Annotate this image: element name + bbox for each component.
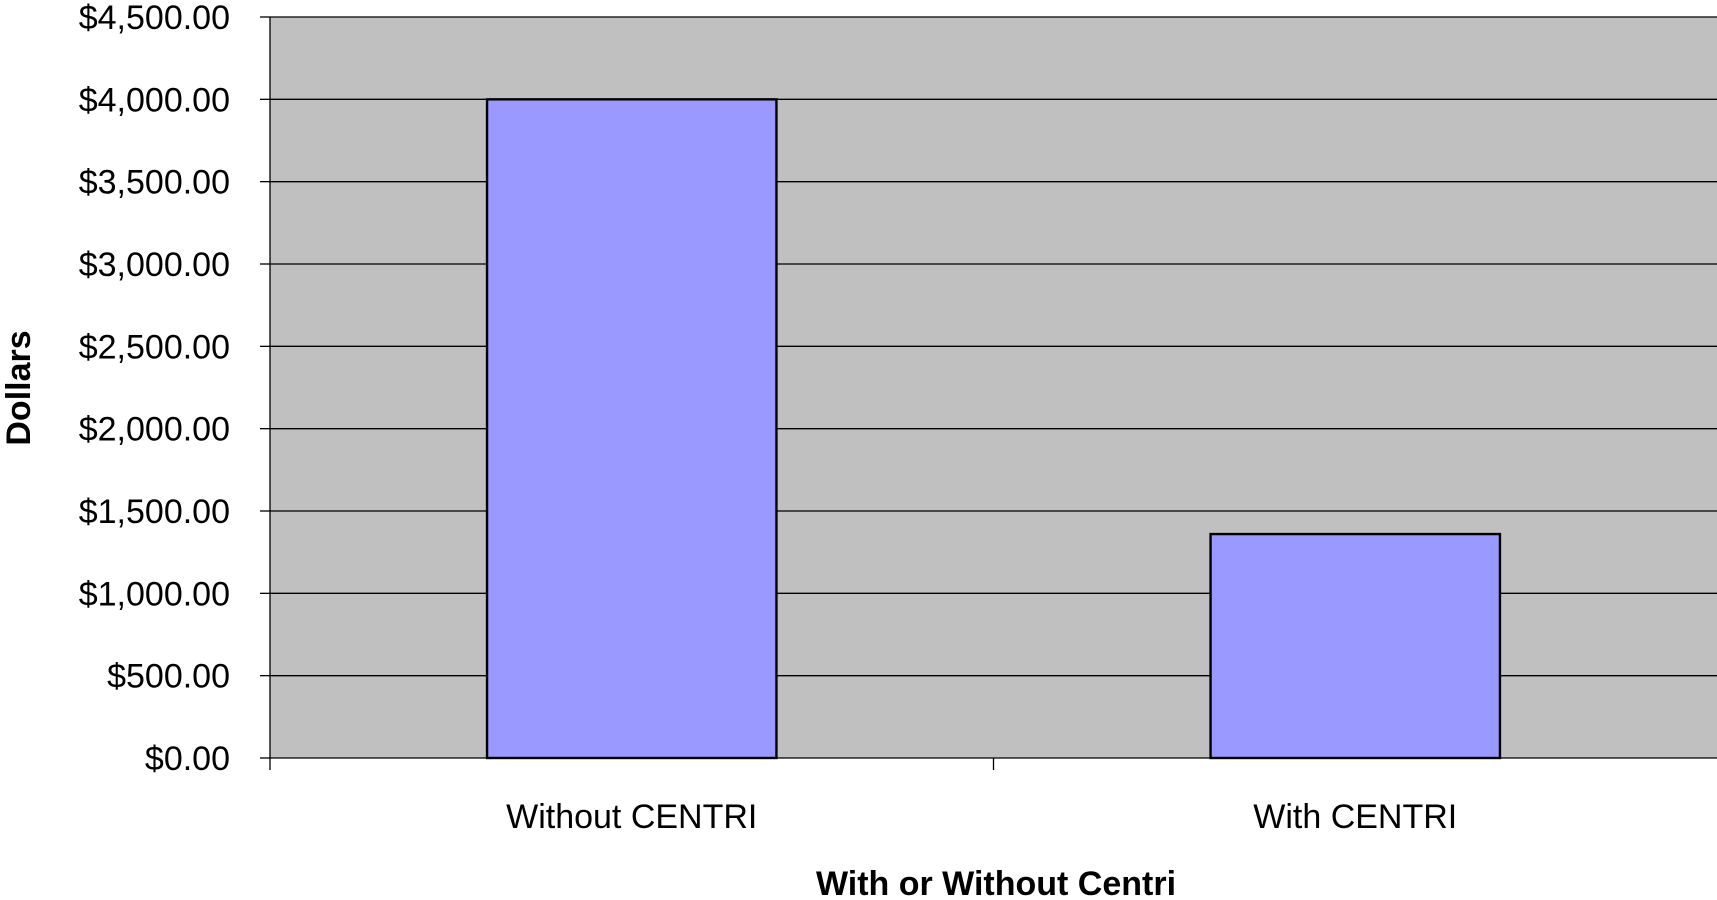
x-tick-label: With CENTRI [1253, 798, 1457, 836]
y-tick-label: $3,500.00 [79, 164, 230, 202]
axes [260, 16, 1717, 770]
y-tick-label: $0.00 [145, 740, 230, 778]
y-tick-label: $1,000.00 [79, 575, 230, 613]
y-tick-label: $1,500.00 [79, 493, 230, 531]
y-tick-label: $2,000.00 [79, 411, 230, 449]
bar [485, 98, 778, 760]
y-tick-label: $4,000.00 [79, 81, 230, 119]
x-tick-labels: Without CENTRI With CENTRI [506, 798, 1457, 836]
y-tick-label: $4,500.00 [79, 0, 230, 37]
bars [485, 98, 1502, 760]
bar [1209, 532, 1502, 760]
y-tick-label: $500.00 [107, 658, 230, 696]
x-tick-label: Without CENTRI [506, 798, 757, 836]
x-axis-title: With or Without Centri [816, 865, 1176, 900]
y-tick-labels: $0.00 $500.00 $1,000.00 $1,500.00 $2,000.00 $… [79, 0, 230, 778]
y-tick-label: $2,500.00 [79, 328, 230, 366]
y-axis-title: Dollars [0, 330, 38, 445]
y-tick-label: $3,000.00 [79, 246, 230, 284]
